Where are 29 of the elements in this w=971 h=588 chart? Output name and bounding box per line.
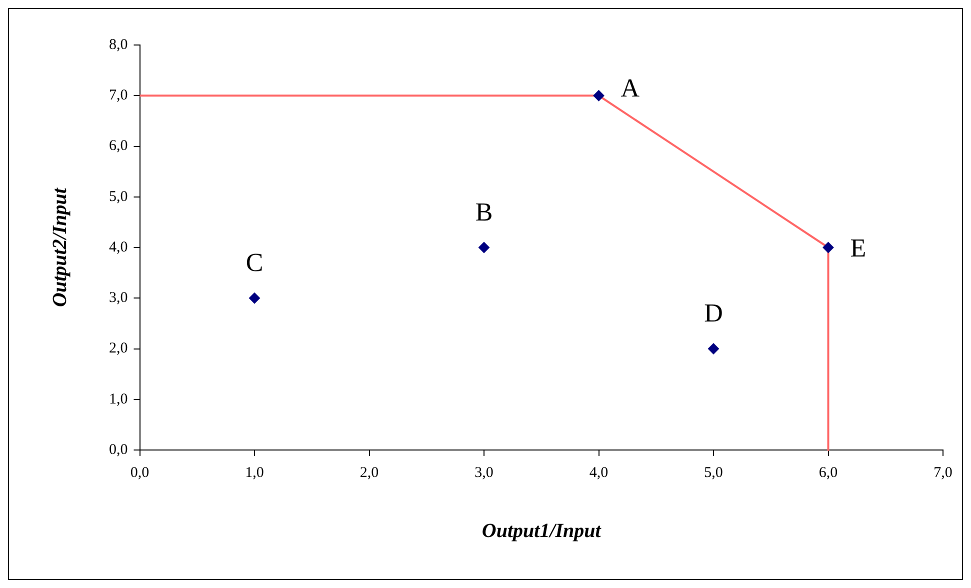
point (249, 292, 260, 304)
x-tick-label: 3,0 (474, 464, 494, 481)
x-tick-label: 4,0 (589, 464, 608, 481)
y-tick-label: 2,0 (109, 340, 128, 357)
y-tick-label: 6,0 (109, 138, 128, 154)
y-tick-label: 3,0 (109, 290, 128, 306)
x-axis-title: Output1/Input (482, 520, 602, 542)
x-tick-label: 0,0 (130, 464, 150, 481)
y-tick-label: 1,0 (109, 391, 128, 408)
y-tick-label: 8,0 (109, 36, 128, 53)
x-tick-label: 7,0 (934, 464, 952, 481)
annotation: E (850, 233, 866, 262)
point (822, 242, 834, 253)
x-tick-label: 2,0 (360, 464, 379, 481)
x-tick-label: 1,0 (245, 464, 264, 481)
y-axis-title: Output2/Input (49, 186, 72, 307)
annotation: D (704, 298, 723, 328)
annotation: B (475, 197, 493, 226)
annotation: A (620, 73, 640, 102)
x-tick-label: 5,0 (704, 464, 723, 481)
point (593, 90, 604, 102)
x-tick-label: 6,0 (818, 464, 838, 481)
y-tick-label: 4,0 (109, 239, 128, 256)
point (708, 343, 719, 354)
point (478, 242, 490, 253)
y-tick-label: 7,0 (109, 88, 128, 104)
y-tick-label: 5,0 (109, 188, 128, 205)
annotation: C (246, 248, 264, 277)
y-tick-label: 0,0 (109, 442, 128, 458)
